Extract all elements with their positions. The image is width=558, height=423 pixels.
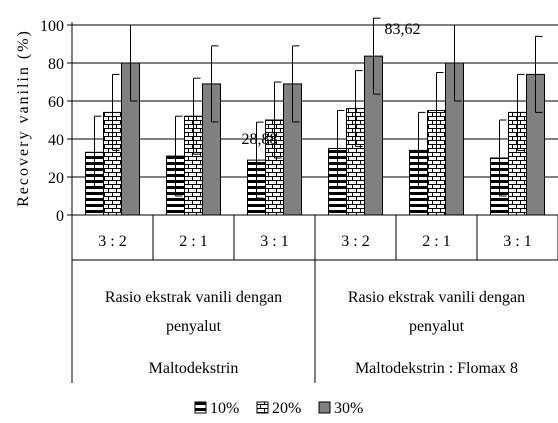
x-tick-label: 2 : 1 <box>179 233 207 250</box>
x-tick-label: 3 : 2 <box>98 233 126 250</box>
group-name: Maltodekstrin : Flomax 8 <box>355 360 518 377</box>
legend-label: 30% <box>334 400 363 417</box>
legend-label: 20% <box>272 400 301 417</box>
group-sublabel: Rasio ekstrak vanili dengan <box>105 289 282 306</box>
legend-swatch <box>194 401 207 414</box>
y-tick-label: 100 <box>40 18 64 35</box>
x-tick-label: 2 : 1 <box>422 233 450 250</box>
axes <box>67 22 558 383</box>
legend: 10% 20% 30% <box>194 400 363 417</box>
legend-swatch <box>318 401 331 414</box>
legend-label: 10% <box>210 400 239 417</box>
y-tick-label: 0 <box>56 208 64 225</box>
grid-lines <box>72 24 558 178</box>
y-tick-label: 80 <box>48 56 64 73</box>
group-name: Maltodekstrin <box>149 360 239 377</box>
x-tick-label: 3 : 1 <box>260 233 288 250</box>
axis-labels: 0 20 40 60 80 100 3 : 2 2 : 1 3 : 1 3 : 2 2 : 1 3 :… <box>15 18 532 377</box>
data-label: 83,62 <box>385 21 421 38</box>
data-label: 28,88 <box>242 131 278 148</box>
y-axis-title: Recovery vanilin (%) <box>15 29 32 207</box>
legend-swatch <box>256 401 269 414</box>
bars <box>85 17 545 216</box>
x-tick-label: 3 : 1 <box>503 233 531 250</box>
group-sublabel: penyalut <box>409 318 465 335</box>
group-sublabel: penyalut <box>166 318 222 335</box>
x-tick-label: 3 : 2 <box>341 233 369 250</box>
y-tick-label: 40 <box>48 132 64 149</box>
y-tick-label: 60 <box>48 94 64 111</box>
y-tick-label: 20 <box>48 170 64 187</box>
group-sublabel: Rasio ekstrak vanili dengan <box>348 289 525 306</box>
